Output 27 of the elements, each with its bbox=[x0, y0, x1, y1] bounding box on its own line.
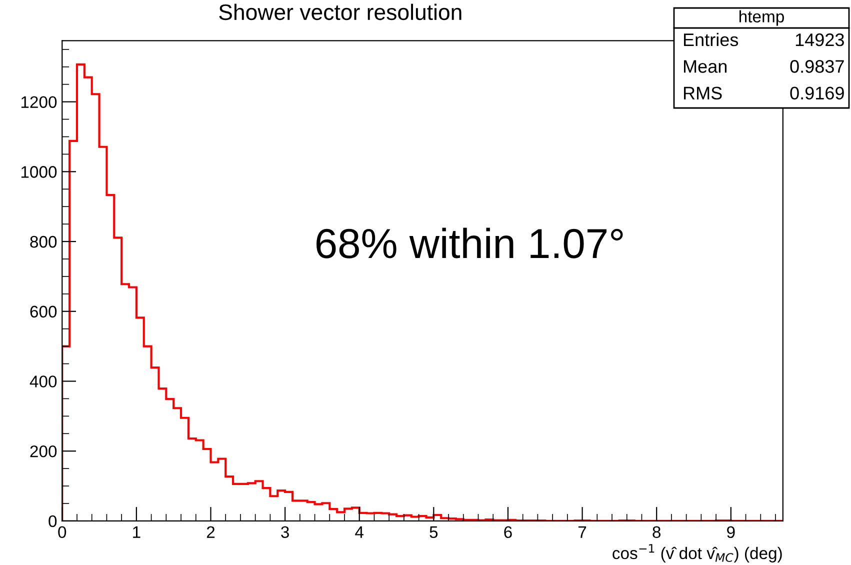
annotation: 68% within 1.07° bbox=[316, 228, 623, 258]
text: 0.9169 bbox=[790, 86, 844, 100]
x-tick-label: 8 bbox=[652, 526, 661, 538]
x-tick-label: 9 bbox=[727, 526, 735, 538]
text: 14923 bbox=[796, 33, 844, 46]
y-tick-label: 1000 bbox=[21, 166, 57, 178]
annotation: Entries bbox=[684, 32, 738, 46]
x-axis-title: cos$^{−1}$ (v̂ dot v̂$_{MC}$) (deg) bbox=[612, 544, 782, 562]
chart-title: Shower vector resolution bbox=[219, 4, 462, 20]
y-tick-label: 400 bbox=[30, 376, 57, 388]
text: 0.9837 bbox=[790, 60, 844, 73]
y-tick-label: 600 bbox=[30, 306, 57, 318]
annotation: Mean bbox=[684, 60, 727, 73]
y-tick-label: 200 bbox=[30, 445, 57, 458]
x-tick-label: 2 bbox=[206, 526, 215, 538]
y-tick-label: 0 bbox=[48, 515, 57, 528]
x-tick-label: 5 bbox=[430, 526, 438, 538]
x-tick-label: 1 bbox=[133, 526, 140, 538]
x-tick-label: 6 bbox=[504, 526, 512, 538]
y-tick-label: 800 bbox=[30, 236, 57, 248]
x-tick-label: 3 bbox=[281, 526, 289, 538]
annotation: RMS bbox=[684, 86, 722, 100]
x-tick-label: 0 bbox=[58, 526, 66, 538]
x-tick-label: 7 bbox=[578, 526, 586, 538]
y-tick-label: 1200 bbox=[21, 96, 57, 108]
x-tick-label: 4 bbox=[355, 526, 364, 538]
text: htemp bbox=[739, 10, 784, 26]
